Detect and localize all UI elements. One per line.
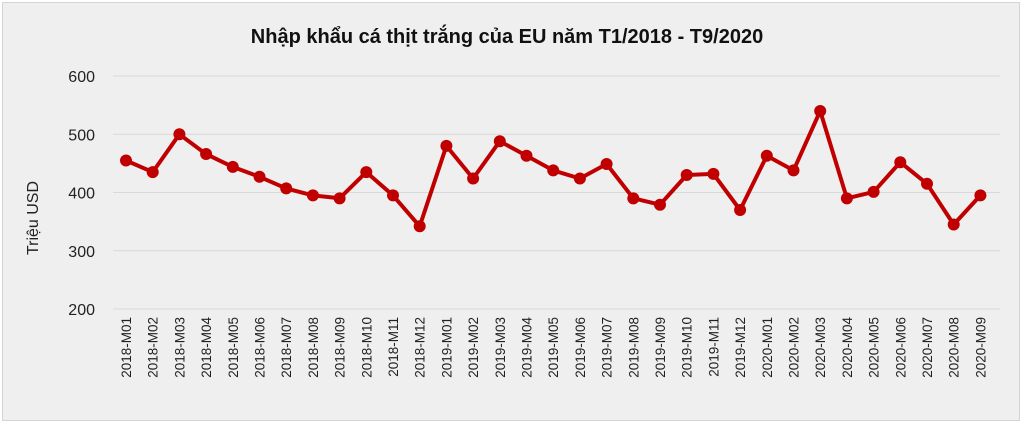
x-tick-label: 2018-M06 [253,317,268,378]
gridlines [113,75,1000,310]
data-point [921,177,933,190]
data-point [680,169,693,182]
data-point [787,164,800,177]
data-point [654,198,666,211]
data-point [146,166,159,179]
x-tick-label: 2019-M03 [493,317,508,378]
x-tick-label: 2019-M08 [626,317,641,378]
data-point [760,149,773,162]
x-tick-label: 2019-M05 [546,317,561,378]
x-tick-label: 2019-M01 [439,317,454,378]
y-tick-label: 300 [68,244,95,261]
data-point [520,149,533,162]
data-point [120,154,132,167]
data-point [814,104,827,117]
data-point [734,203,747,216]
data-points [120,104,987,233]
y-axis-label: Triệu USD [25,181,42,255]
data-point [200,148,213,161]
data-point [573,172,586,185]
x-tick-label: 2018-M08 [306,317,321,378]
x-tick-label: 2020-M03 [813,317,828,378]
data-point [493,135,506,148]
data-point [333,192,346,205]
data-point [306,189,319,202]
x-tick-label: 2019-M04 [520,317,535,378]
x-tick-label: 2018-M05 [226,317,241,378]
x-tick-label: 2019-M09 [653,317,668,378]
data-point [226,160,239,173]
data-point [707,167,720,180]
x-tick-label: 2020-M05 [867,317,882,378]
x-tick-label: 2019-M10 [680,317,695,378]
y-axis-ticks: 200 300 400 500 600 [68,69,95,319]
data-point [467,172,480,185]
data-point [974,189,987,202]
x-tick-label: 2018-M03 [172,317,187,378]
x-tick-label: 2018-M07 [279,317,294,378]
y-tick-label: 500 [68,127,95,144]
x-tick-label: 2018-M09 [333,317,348,378]
x-tick-label: 2019-M02 [466,317,481,378]
data-point [360,166,373,179]
data-point [547,164,560,177]
x-tick-label: 2018-M04 [199,317,214,378]
x-tick-label: 2020-M04 [840,317,855,378]
data-point [253,170,266,183]
data-point [440,139,453,152]
data-point [600,157,613,170]
x-tick-label: 2018-M10 [359,317,374,378]
y-tick-label: 400 [68,186,95,203]
data-point [627,192,640,205]
data-point [867,185,880,198]
chart-title: Nhập khẩu cá thịt trắng của EU năm T1/20… [251,24,763,48]
x-tick-label: 2020-M06 [893,317,908,378]
x-tick-label: 2019-M06 [573,317,588,378]
x-axis-ticks: 2018-M01 2018-M02 2018-M03 2018-M04 2018-M05… [119,317,988,378]
data-point [413,220,426,233]
x-tick-label: 2019-M12 [733,317,748,378]
x-tick-label: 2018-M12 [413,317,428,378]
x-tick-label: 2020-M07 [920,317,935,378]
x-tick-label: 2020-M02 [787,317,802,378]
x-tick-label: 2019-M07 [600,317,615,378]
x-tick-label: 2020-M08 [947,317,962,378]
x-tick-label: 2020-M01 [760,317,775,378]
x-tick-label: 2020-M09 [973,317,988,378]
data-point [280,182,293,195]
data-point [173,128,186,141]
y-tick-label: 200 [68,302,95,319]
x-tick-label: 2018-M11 [386,317,401,377]
data-point [947,218,960,231]
x-tick-label: 2018-M02 [146,317,161,378]
x-tick-label: 2018-M01 [119,317,134,378]
data-point [840,192,853,205]
x-tick-label: 2019-M11 [706,317,721,377]
y-tick-label: 600 [68,69,95,86]
data-point [894,156,907,169]
data-point [387,189,399,202]
